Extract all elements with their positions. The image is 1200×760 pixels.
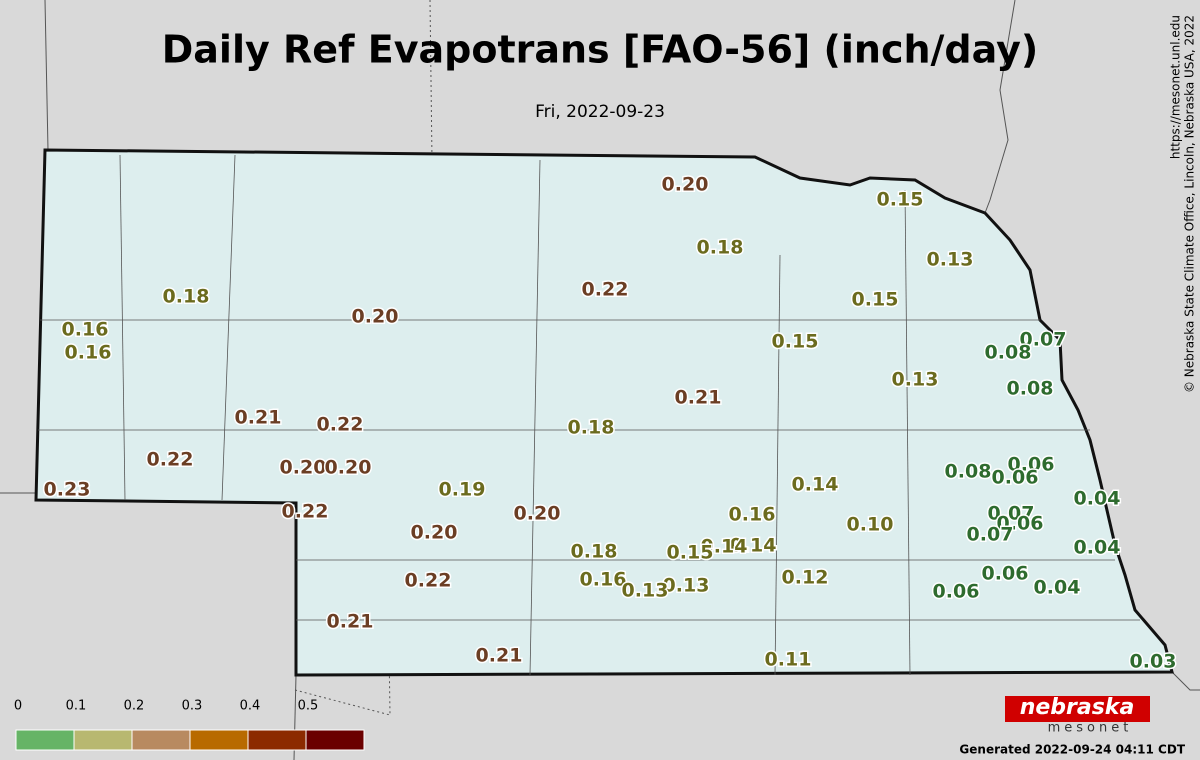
station-value: 0.16 (580, 569, 627, 591)
url-credit: https://mesonet.unl.edu (1169, 15, 1183, 159)
station-value: 0.22 (282, 501, 329, 523)
station-value: 0.21 (675, 387, 722, 409)
legend: 0 0.1 0.2 0.3 0.4 0.5 (14, 699, 365, 751)
station-value: 0.19 (439, 479, 486, 501)
station-value: 0.14 (701, 536, 748, 558)
station-value: 0.22 (582, 279, 629, 301)
legend-tick-label: 0.4 (240, 699, 261, 714)
station-value: 0.06 (992, 467, 1039, 489)
station-value: 0.08 (985, 342, 1032, 364)
legend-tick-label: 0.3 (182, 699, 203, 714)
legend-tick-label: 0 (14, 699, 22, 714)
station-value: 0.20 (280, 457, 327, 479)
county-lines (38, 154, 1140, 676)
legend-swatch (131, 729, 191, 751)
station-value: 0.11 (765, 649, 812, 671)
station-value: 0.20 (662, 174, 709, 196)
station-value: 0.20 (325, 457, 372, 479)
logo-bg (1005, 696, 1150, 722)
station-value: 0.07 (988, 503, 1035, 525)
station-value: 0.20 (514, 503, 561, 525)
station-value: 0.12 (782, 567, 829, 589)
station-value: 0.21 (235, 407, 282, 429)
station-value: 0.13 (927, 249, 974, 271)
station-value: 0.21 (327, 611, 374, 633)
station-value: 0.15 (877, 189, 924, 211)
logo: nebraska mesonet (1005, 695, 1150, 736)
station-value: 0.18 (568, 417, 615, 439)
station-value: 0.16 (729, 504, 776, 526)
logo-top: nebraska (1020, 695, 1135, 720)
station-value: 0.16 (62, 319, 109, 341)
station-value: 0.06 (997, 513, 1044, 535)
station-value: 0.22 (317, 414, 364, 436)
legend-swatch (305, 729, 365, 751)
station-value: 0.13 (663, 575, 710, 597)
station-value: 0.06 (933, 581, 980, 603)
station-value: 0.06 (982, 563, 1029, 585)
station-value: 0.04 (1034, 577, 1081, 599)
logo-bottom: mesonet (1048, 721, 1133, 736)
station-value: 0.18 (163, 286, 210, 308)
station-value: 0.14 (730, 535, 777, 557)
copyright: © Nebraska State Climate Office, Lincoln… (1183, 15, 1197, 393)
station-value: 0.10 (847, 514, 894, 536)
station-value: 0.15 (852, 289, 899, 311)
legend-swatch (15, 729, 75, 751)
station-value: 0.14 (792, 474, 839, 496)
station-value: 0.16 (65, 342, 112, 364)
station-value: 0.23 (44, 479, 91, 501)
station-value: 0.18 (697, 237, 744, 259)
legend-swatch (247, 729, 307, 751)
station-value: 0.20 (352, 306, 399, 328)
generated-time: Generated 2022-09-24 04:11 CDT (959, 743, 1185, 757)
station-value: 0.20 (411, 522, 458, 544)
legend-tick-label: 0.2 (124, 699, 145, 714)
legend-tick-label: 0.5 (298, 699, 319, 714)
legend-swatch (73, 729, 133, 751)
station-value: 0.22 (405, 570, 452, 592)
station-value: 0.15 (772, 331, 819, 353)
station-value: 0.18 (571, 541, 618, 563)
station-value: 0.13 (622, 580, 669, 602)
station-value: 0.15 (667, 542, 714, 564)
station-value: 0.03 (1130, 651, 1177, 673)
station-value: 0.22 (147, 449, 194, 471)
title: Daily Ref Evapotrans [FAO-56] (inch/day) (162, 28, 1039, 72)
station-value: 0.07 (1020, 329, 1067, 351)
station-value: 0.04 (1074, 488, 1121, 510)
station-value: 0.08 (1007, 378, 1054, 400)
legend-tick-label: 0.1 (66, 699, 87, 714)
nebraska-outline (34, 148, 1174, 677)
station-value: 0.07 (967, 524, 1014, 546)
station-value: 0.04 (1074, 537, 1121, 559)
station-value: 0.21 (476, 645, 523, 667)
legend-swatch (189, 729, 249, 751)
station-value: 0.08 (945, 461, 992, 483)
subtitle: Fri, 2022-09-23 (535, 102, 665, 122)
station-value: 0.06 (1008, 454, 1055, 476)
stations: 0.200.150.180.130.18 0.22 0.150.200.16 0.07… (42, 172, 1178, 674)
station-value: 0.13 (892, 369, 939, 391)
